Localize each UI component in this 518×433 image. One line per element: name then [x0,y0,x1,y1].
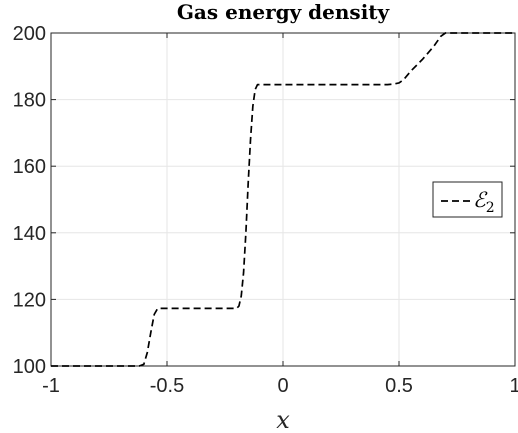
tick-labels: -1 -0.5 0 0.5 1 100 120 140 160 180 200 [13,23,518,397]
x-tick-label: -1 [42,375,60,397]
y-tick-label: 120 [13,289,46,311]
y-tick-label: 200 [13,23,46,45]
legend-box [432,181,503,218]
x-axis-label: x [276,406,290,433]
x-tick-label: 0 [277,375,288,397]
y-tick-label: 180 [13,90,46,112]
x-tick-label: -0.5 [150,375,184,397]
legend-label: ℰ2 [473,188,495,216]
y-tick-label: 100 [13,356,46,378]
series-layer [51,32,515,367]
x-tick-label: 1 [509,375,518,397]
series-line [51,32,515,367]
legend-label-subscript: 2 [486,200,495,216]
chart-title: Gas energy density [177,0,391,24]
x-tick-label: 0.5 [385,375,413,397]
y-tick-label: 160 [13,156,46,178]
legend: ℰ2 [432,181,503,218]
legend-label-symbol: ℰ [473,188,488,212]
y-tick-label: 140 [13,223,46,245]
